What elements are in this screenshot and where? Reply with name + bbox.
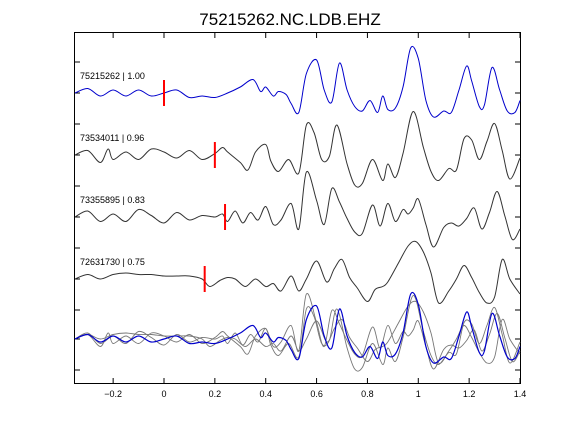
x-tick-label: 1.4 [514, 389, 527, 399]
x-tick-label: 1.2 [463, 389, 476, 399]
plot-area-frame [74, 32, 521, 384]
x-tick-label: 0.2 [209, 389, 222, 399]
trace-label: 73534011 | 0.96 [80, 133, 144, 143]
overlay-trace [74, 291, 521, 364]
x-tick-label: 1 [416, 389, 421, 399]
x-tick-label: 0.8 [361, 389, 374, 399]
trace-label: 72631730 | 0.75 [80, 257, 145, 267]
trace-label: 75215262 | 1.00 [80, 71, 145, 81]
waveform-trace [74, 45, 521, 118]
trace-label: 73355895 | 0.83 [80, 195, 145, 205]
x-tick-label: 0.6 [310, 389, 323, 399]
waveform-traces: 75215262 | 1.00 73534011 | 0.96 73355895 |… [74, 45, 521, 305]
x-axis: −0.2 0 0.2 0.4 0.6 0.8 1 1.2 1.4 [104, 33, 526, 399]
waveform-trace [74, 110, 521, 188]
waveform-trace [74, 171, 521, 248]
chart-title: 75215262.NC.LDB.EHZ [199, 10, 380, 29]
x-tick-label: 0 [161, 389, 166, 399]
x-tick-label: −0.2 [104, 389, 122, 399]
stacked-overlay [74, 291, 521, 372]
x-tick-label: 0.4 [259, 389, 272, 399]
waveform-trace [74, 240, 521, 305]
